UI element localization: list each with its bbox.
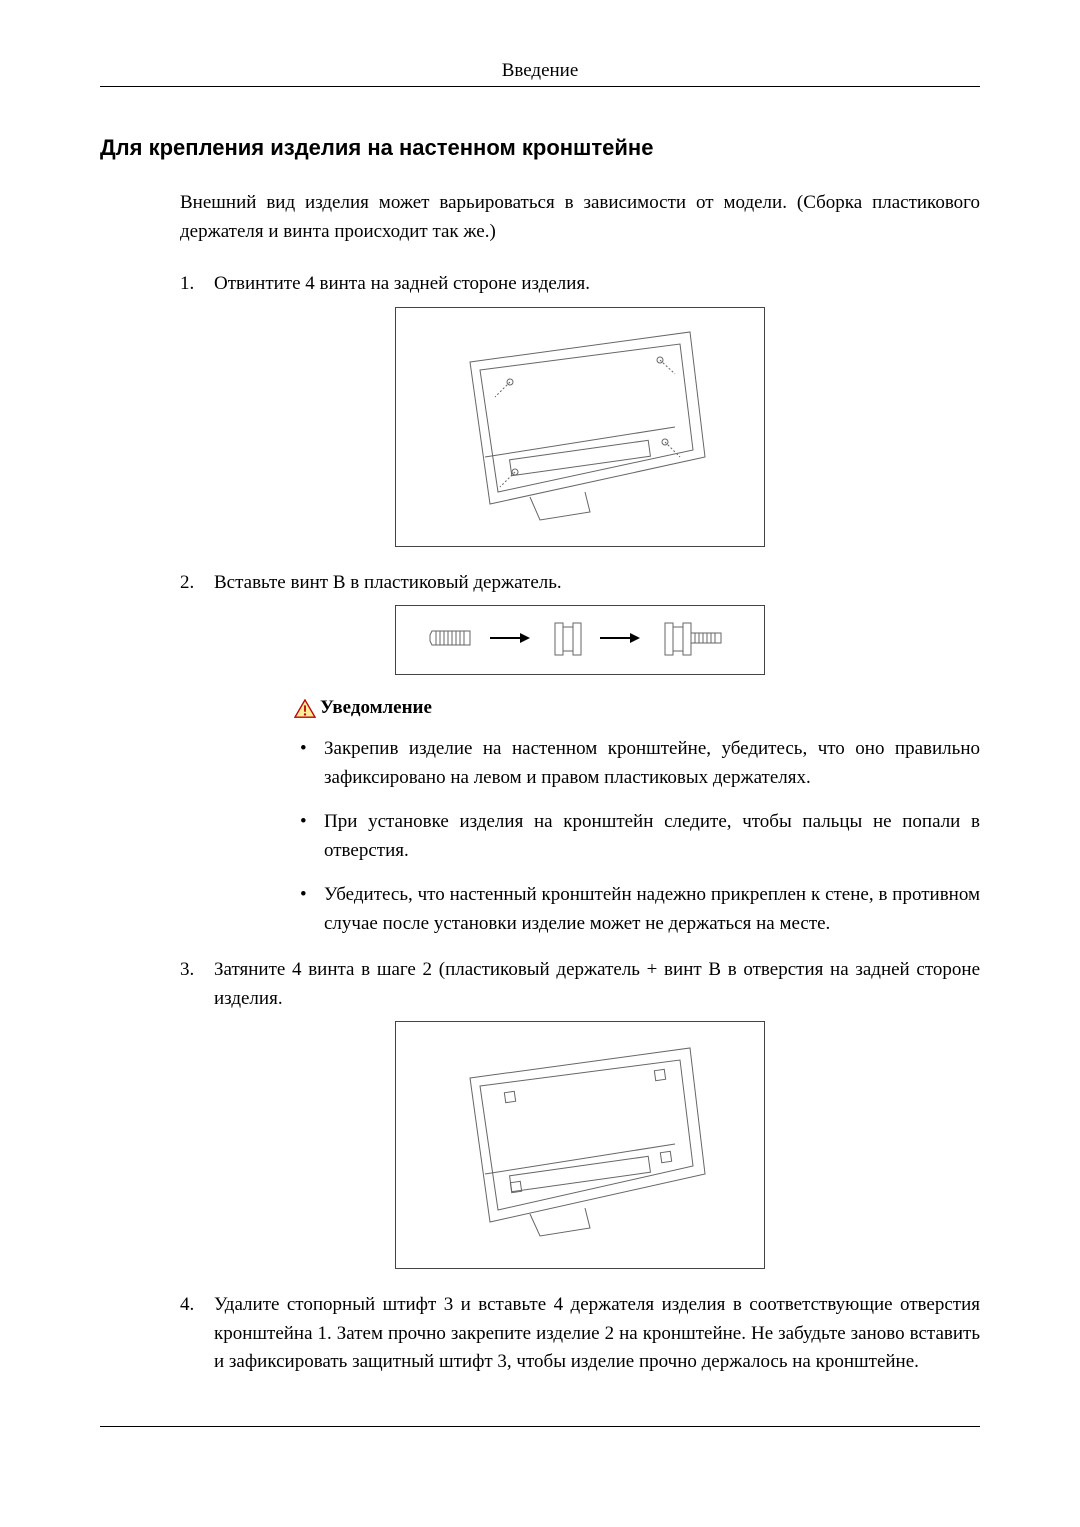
warning-icon [294, 699, 316, 719]
step-1: 1. Отвинтите 4 винта на задней стороне и… [180, 270, 980, 547]
screw-holder-illustration [410, 613, 750, 668]
step-2: 2. Вставьте винт B в пластиковый держате… [180, 569, 980, 939]
bullet-text: Закрепив изделие на настенном кронштейне… [324, 735, 980, 792]
step-text: Удалите стопорный штифт 3 и вставьте 4 д… [214, 1291, 980, 1377]
notice-bullet-list: • Закрепив изделие на настенном кронштей… [300, 735, 980, 938]
figure-3 [395, 1021, 765, 1269]
step-number: 1. [180, 270, 214, 299]
tv-back-illustration-1 [415, 322, 745, 532]
step-number: 4. [180, 1291, 214, 1377]
intro-paragraph: Внешний вид изделия может варьироваться … [180, 189, 980, 246]
steps-list: 1. Отвинтите 4 винта на задней стороне и… [180, 270, 980, 1377]
footer-rule [100, 1426, 980, 1427]
figure-1 [395, 307, 765, 547]
document-page: Введение Для крепления изделия на настен… [0, 0, 1080, 1491]
bullet-text: Убедитесь, что настенный кронштейн надеж… [324, 881, 980, 938]
notice-block: Уведомление • Закрепив изделие на настен… [294, 697, 980, 938]
section-title: Для крепления изделия на настенном кронш… [100, 135, 980, 161]
bullet-marker: • [300, 808, 324, 865]
bullet-marker: • [300, 735, 324, 792]
notice-bullet: • Убедитесь, что настенный кронштейн над… [300, 881, 980, 938]
running-header: Введение [100, 60, 980, 87]
bullet-text: При установке изделия на кронштейн следи… [324, 808, 980, 865]
figure-2 [395, 605, 765, 675]
notice-label: Уведомление [320, 697, 432, 719]
header-title: Введение [502, 60, 579, 81]
step-text: Затяните 4 винта в шаге 2 (пластиковый д… [214, 956, 980, 1013]
step-4: 4. Удалите стопорный штифт 3 и вставьте … [180, 1291, 980, 1377]
bullet-marker: • [300, 881, 324, 938]
notice-bullet: • Закрепив изделие на настенном кронштей… [300, 735, 980, 792]
notice-header: Уведомление [294, 697, 980, 719]
tv-back-illustration-2 [415, 1036, 745, 1254]
step-3: 3. Затяните 4 винта в шаге 2 (пластиковы… [180, 956, 980, 1269]
step-text: Отвинтите 4 винта на задней стороне изде… [214, 270, 980, 299]
step-text: Вставьте винт B в пластиковый держатель. [214, 569, 980, 598]
step-number: 3. [180, 956, 214, 1013]
step-number: 2. [180, 569, 214, 598]
notice-bullet: • При установке изделия на кронштейн сле… [300, 808, 980, 865]
